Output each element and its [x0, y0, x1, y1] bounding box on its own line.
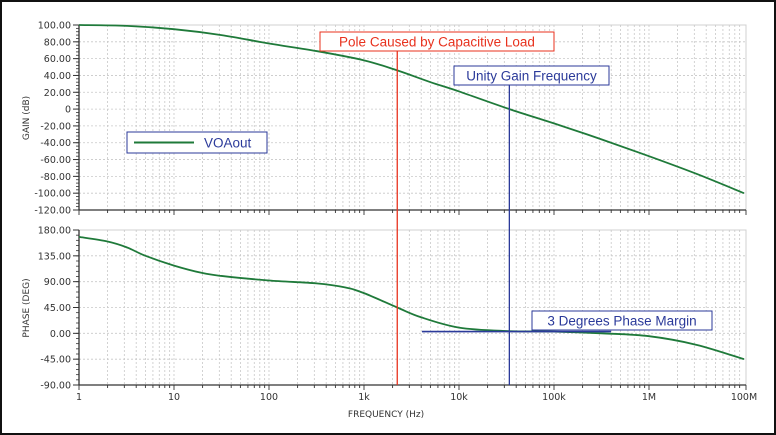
y-tick-label: 80.00 — [44, 37, 71, 48]
legend-label-voaout: VOAout — [204, 136, 252, 151]
x-tick-label: 10 — [168, 392, 180, 403]
phase-y-axis-title: PHASE (DEG) — [22, 278, 32, 337]
x-axis-title: FREQUENCY (Hz) — [348, 410, 424, 420]
unity-gain-annotation-box — [453, 65, 610, 86]
y-tick-label: -20.00 — [40, 121, 71, 132]
y-tick-label: 100.00 — [38, 21, 71, 32]
x-tick-label: 100k — [542, 392, 566, 403]
y-tick-label: 20.00 — [44, 88, 71, 99]
x-tick-label: 1M — [642, 392, 656, 403]
y-tick-label: 135.00 — [38, 251, 71, 262]
y-tick-label: -120.00 — [34, 206, 71, 217]
gain-y-axis-title: GAIN (dB) — [22, 96, 32, 140]
y-tick-label: 180.00 — [38, 226, 71, 237]
y-tick-label: -80.00 — [40, 172, 71, 183]
frequency-x-axis: 1 10 100 1k 10k 100k 1M 100M — [76, 210, 757, 403]
x-tick-label: 10k — [450, 392, 468, 403]
y-tick-label: -90.00 — [40, 381, 71, 392]
phase-curve-voaout — [78, 236, 745, 361]
y-tick-label: 60.00 — [44, 54, 71, 65]
pole-annotation-label: Pole Caused by Capacitive Load — [339, 35, 535, 50]
y-tick-label: -60.00 — [40, 155, 71, 166]
phase-series — [78, 236, 745, 361]
x-tick-label: 100 — [260, 392, 278, 403]
gain-y-axis: 100.00 80.00 60.00 40.00 20.00 0 -20.00 -40.00 -… — [34, 21, 746, 217]
phase-margin-annotation-label: 3 Degrees Phase Margin — [547, 314, 696, 329]
gain-series — [78, 24, 745, 195]
legend-box — [126, 131, 268, 154]
x-tick-label: 100M — [731, 392, 757, 403]
y-tick-label: 90.00 — [44, 277, 71, 288]
plot-area — [78, 24, 747, 211]
gain-grid — [78, 24, 747, 211]
y-tick-label: 40.00 — [44, 71, 71, 82]
pole-annotation-box — [319, 31, 555, 52]
y-tick-label: 45.00 — [44, 303, 71, 314]
y-tick-label: 0.00 — [50, 329, 71, 340]
y-tick-label: -100.00 — [34, 189, 71, 200]
unity-gain-annotation-label: Unity Gain Frequency — [466, 69, 597, 84]
gain-curve-voaout — [78, 24, 745, 195]
phase-grid — [78, 229, 747, 386]
x-tick-label: 1 — [76, 392, 82, 403]
y-tick-label: 0 — [65, 105, 71, 116]
phase-y-axis: 180.00 135.00 90.00 45.00 0.00 -45.00 -90.00 — [38, 226, 746, 392]
y-tick-label: -40.00 — [40, 138, 71, 149]
x-tick-label: 1k — [358, 392, 370, 403]
y-tick-label: -45.00 — [40, 355, 71, 366]
phase-margin-annotation-box — [531, 310, 713, 331]
